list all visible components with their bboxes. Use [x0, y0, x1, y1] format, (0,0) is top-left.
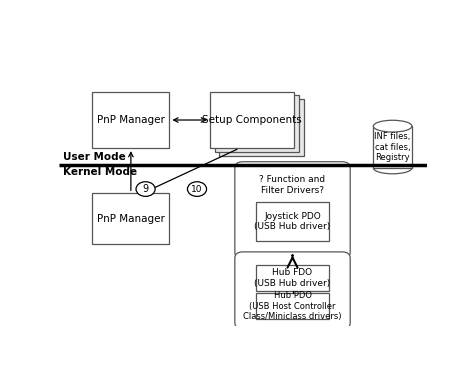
Bar: [256, 293, 329, 319]
Text: INF files,
cat files,
Registry: INF files, cat files, Registry: [374, 132, 411, 162]
Text: ? Function and
Filter Drivers?: ? Function and Filter Drivers?: [259, 175, 326, 195]
Text: User Mode: User Mode: [63, 152, 126, 162]
FancyBboxPatch shape: [235, 162, 350, 259]
Text: PnP Manager: PnP Manager: [97, 115, 165, 125]
Bar: [92, 92, 169, 148]
Text: Hub FDO
(USB Hub driver): Hub FDO (USB Hub driver): [255, 268, 331, 288]
Bar: [219, 99, 304, 156]
Text: PnP Manager: PnP Manager: [97, 214, 165, 224]
Text: Joystick PDO
(USB Hub driver): Joystick PDO (USB Hub driver): [255, 212, 331, 231]
Text: Kernel Mode: Kernel Mode: [63, 167, 137, 178]
Circle shape: [187, 182, 207, 197]
Circle shape: [136, 182, 155, 197]
Bar: [92, 193, 169, 244]
Ellipse shape: [374, 120, 412, 132]
Text: Setup Components: Setup Components: [202, 115, 302, 125]
FancyBboxPatch shape: [235, 252, 350, 329]
Bar: [210, 92, 294, 148]
Bar: [215, 96, 299, 152]
Text: 9: 9: [143, 184, 149, 194]
Bar: [256, 202, 329, 241]
Text: 10: 10: [191, 184, 203, 194]
Text: Hub PDO
(USB Host Controller
Class/Miniclass drivers): Hub PDO (USB Host Controller Class/Minic…: [243, 291, 342, 321]
Bar: [256, 265, 329, 291]
Bar: [374, 126, 412, 168]
